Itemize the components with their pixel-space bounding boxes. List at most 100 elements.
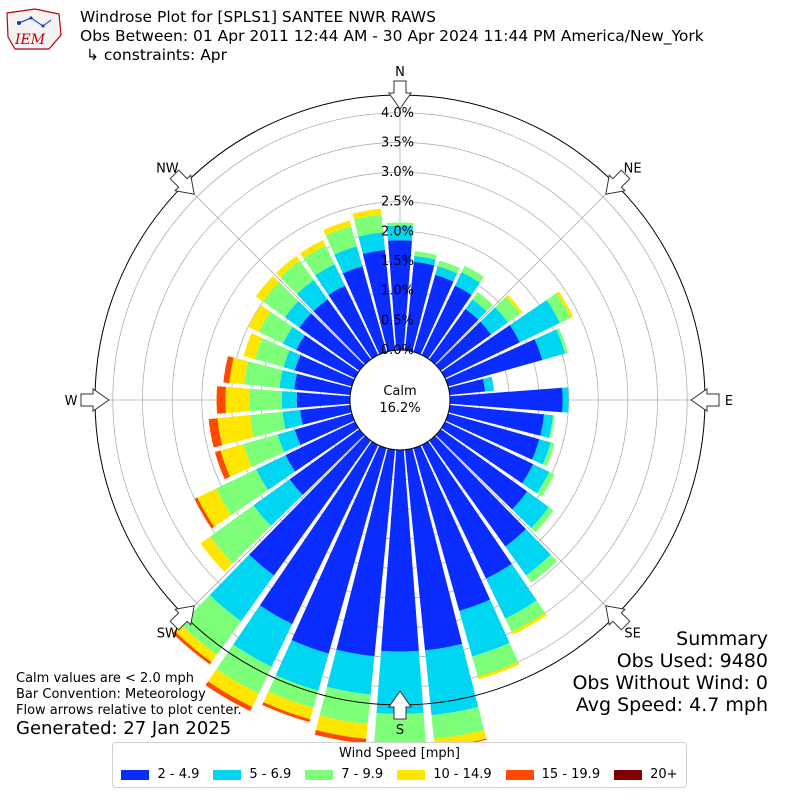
- windrose-bar-segment: [209, 554, 274, 622]
- windrose-bar-segment: [540, 414, 554, 438]
- legend-item: 5 - 6.9: [213, 767, 291, 782]
- windrose-bar-segment: [353, 214, 384, 237]
- radial-tick-label: 0.5%: [381, 313, 414, 328]
- windrose-bar-segment: [358, 232, 386, 254]
- windrose-bar-segment: [374, 713, 426, 747]
- legend-item: 20+: [614, 767, 678, 782]
- windrose-bar-segment: [217, 414, 254, 446]
- windrose-bar-segment: [214, 450, 231, 480]
- legend-swatch: [505, 769, 534, 780]
- windrose-bar-segment: [277, 429, 301, 453]
- windrose-bar-segment: [194, 497, 215, 529]
- flow-arrow-icon: [605, 169, 631, 195]
- windrose-bar-segment: [556, 291, 574, 318]
- windrose-bar-segment: [536, 471, 555, 497]
- legend-label: 5 - 6.9: [249, 767, 292, 782]
- windrose-bar-segment: [259, 441, 379, 625]
- radial-tick-label: 3.5%: [381, 135, 414, 150]
- windrose-bar-segment: [255, 276, 280, 302]
- windrose-bar-segment: [174, 624, 217, 663]
- windrose-bar-segment: [532, 439, 551, 465]
- flow-arrow-icon: [605, 605, 631, 631]
- iem-logo: IEM: [6, 8, 62, 50]
- windrose-bar-segment: [249, 411, 286, 438]
- windrose-bar-segment: [342, 266, 387, 355]
- legend-title: Wind Speed [mph]: [339, 746, 460, 761]
- legend-swatch: [305, 769, 334, 780]
- bar-convention-note: Bar Convention: Meteorology: [16, 687, 206, 702]
- windrose-bar-segment: [294, 355, 355, 387]
- legend-label: 2 - 4.9: [157, 767, 200, 782]
- windrose-bar-segment: [413, 255, 436, 266]
- direction-label: S: [396, 723, 404, 738]
- grid-spoke: [184, 435, 365, 616]
- radial-tick-label: 4.0%: [381, 106, 414, 121]
- calm-note: Calm values are < 2.0 mph: [16, 671, 195, 686]
- calm-value: 16.2%: [379, 401, 420, 416]
- windrose-bar-segment: [180, 594, 242, 655]
- windrose-bar-segment: [542, 442, 555, 467]
- windrose-bar-segment: [289, 429, 365, 495]
- windrose-bar-segment: [495, 296, 521, 323]
- windrose-bar-segment: [299, 313, 365, 371]
- summary-title: Summary: [676, 628, 768, 650]
- windrose-bar-segment: [362, 249, 396, 352]
- windrose-bar-segment: [323, 220, 352, 236]
- windrose-bar-segment: [258, 311, 293, 344]
- windrose-bar-segment: [254, 337, 290, 368]
- windrose-bar-segment: [512, 491, 549, 529]
- windrose-bar-segment: [313, 299, 371, 365]
- windrose-bar-segment: [197, 488, 232, 527]
- windrose-bar-segment: [334, 246, 363, 274]
- flow-arrow-icon: [169, 169, 195, 195]
- windrose-bar-segment: [522, 464, 550, 494]
- legend-item: 15 - 19.9: [505, 767, 600, 782]
- direction-label: NE: [624, 161, 642, 176]
- windrose-bar-segment: [280, 260, 314, 295]
- radial-tick-label: 0.0%: [381, 343, 414, 358]
- legend-swatch: [213, 769, 242, 780]
- windrose-bar-segment: [448, 378, 486, 396]
- windrose-bar-segment: [220, 444, 252, 477]
- windrose-bar-segment: [326, 649, 375, 695]
- windrose-bar-segment: [225, 386, 250, 414]
- windrose-bar-segment: [388, 240, 412, 351]
- windrose-bar-segment: [208, 669, 259, 707]
- windrose-bar-segment: [445, 339, 543, 387]
- windrose-bar-segment: [431, 707, 485, 739]
- windrose-bar-segment: [296, 279, 328, 312]
- windrose-bar-segment: [511, 612, 547, 635]
- windrose-bar-segment: [556, 328, 569, 354]
- windrose-bar-segment: [465, 299, 487, 320]
- grid-spoke: [435, 184, 616, 365]
- radial-tick-label: 2.5%: [381, 195, 414, 210]
- windrose-bar-segment: [283, 350, 301, 371]
- windrose-bar-segment: [208, 418, 223, 448]
- grid-spoke: [184, 184, 365, 365]
- windrose-bar-segment: [485, 563, 537, 619]
- legend-items: 2 - 4.9 5 - 6.9 7 - 9.9 10 - 14.9 15 - 19.9 2…: [113, 767, 686, 782]
- windrose-bar-segment: [296, 392, 351, 408]
- legend-swatch: [614, 769, 643, 780]
- windrose-bar-segment: [531, 507, 554, 533]
- summary-avg-speed: Avg Speed: 4.7 mph: [575, 694, 768, 716]
- windrose-bar-segment: [328, 285, 379, 359]
- windrose-bar-segment: [205, 681, 253, 712]
- legend-swatch: [121, 769, 150, 780]
- windrose-bar-segment: [509, 299, 560, 343]
- legend-label: 7 - 9.9: [341, 767, 384, 782]
- windrose-bar-segment: [562, 387, 569, 413]
- direction-label: N: [395, 65, 405, 80]
- windrose-bar-segment: [404, 448, 463, 651]
- generated-date: Generated: 27 Jan 2025: [16, 718, 232, 739]
- windrose-bar-segment: [243, 333, 263, 360]
- windrose-bar-segment: [281, 391, 297, 409]
- windrose-bar-segment: [429, 308, 479, 365]
- windrose-bar-segment: [352, 208, 382, 220]
- windrose-bar-segment: [294, 413, 355, 445]
- windrose-bar-segment: [435, 266, 458, 282]
- windrose-bar-segment: [262, 702, 311, 723]
- windrose-bar-segment: [249, 388, 283, 412]
- windrose-bar-segment: [445, 413, 540, 460]
- summary-obs-without-wind: Obs Without Wind: 0: [572, 672, 768, 694]
